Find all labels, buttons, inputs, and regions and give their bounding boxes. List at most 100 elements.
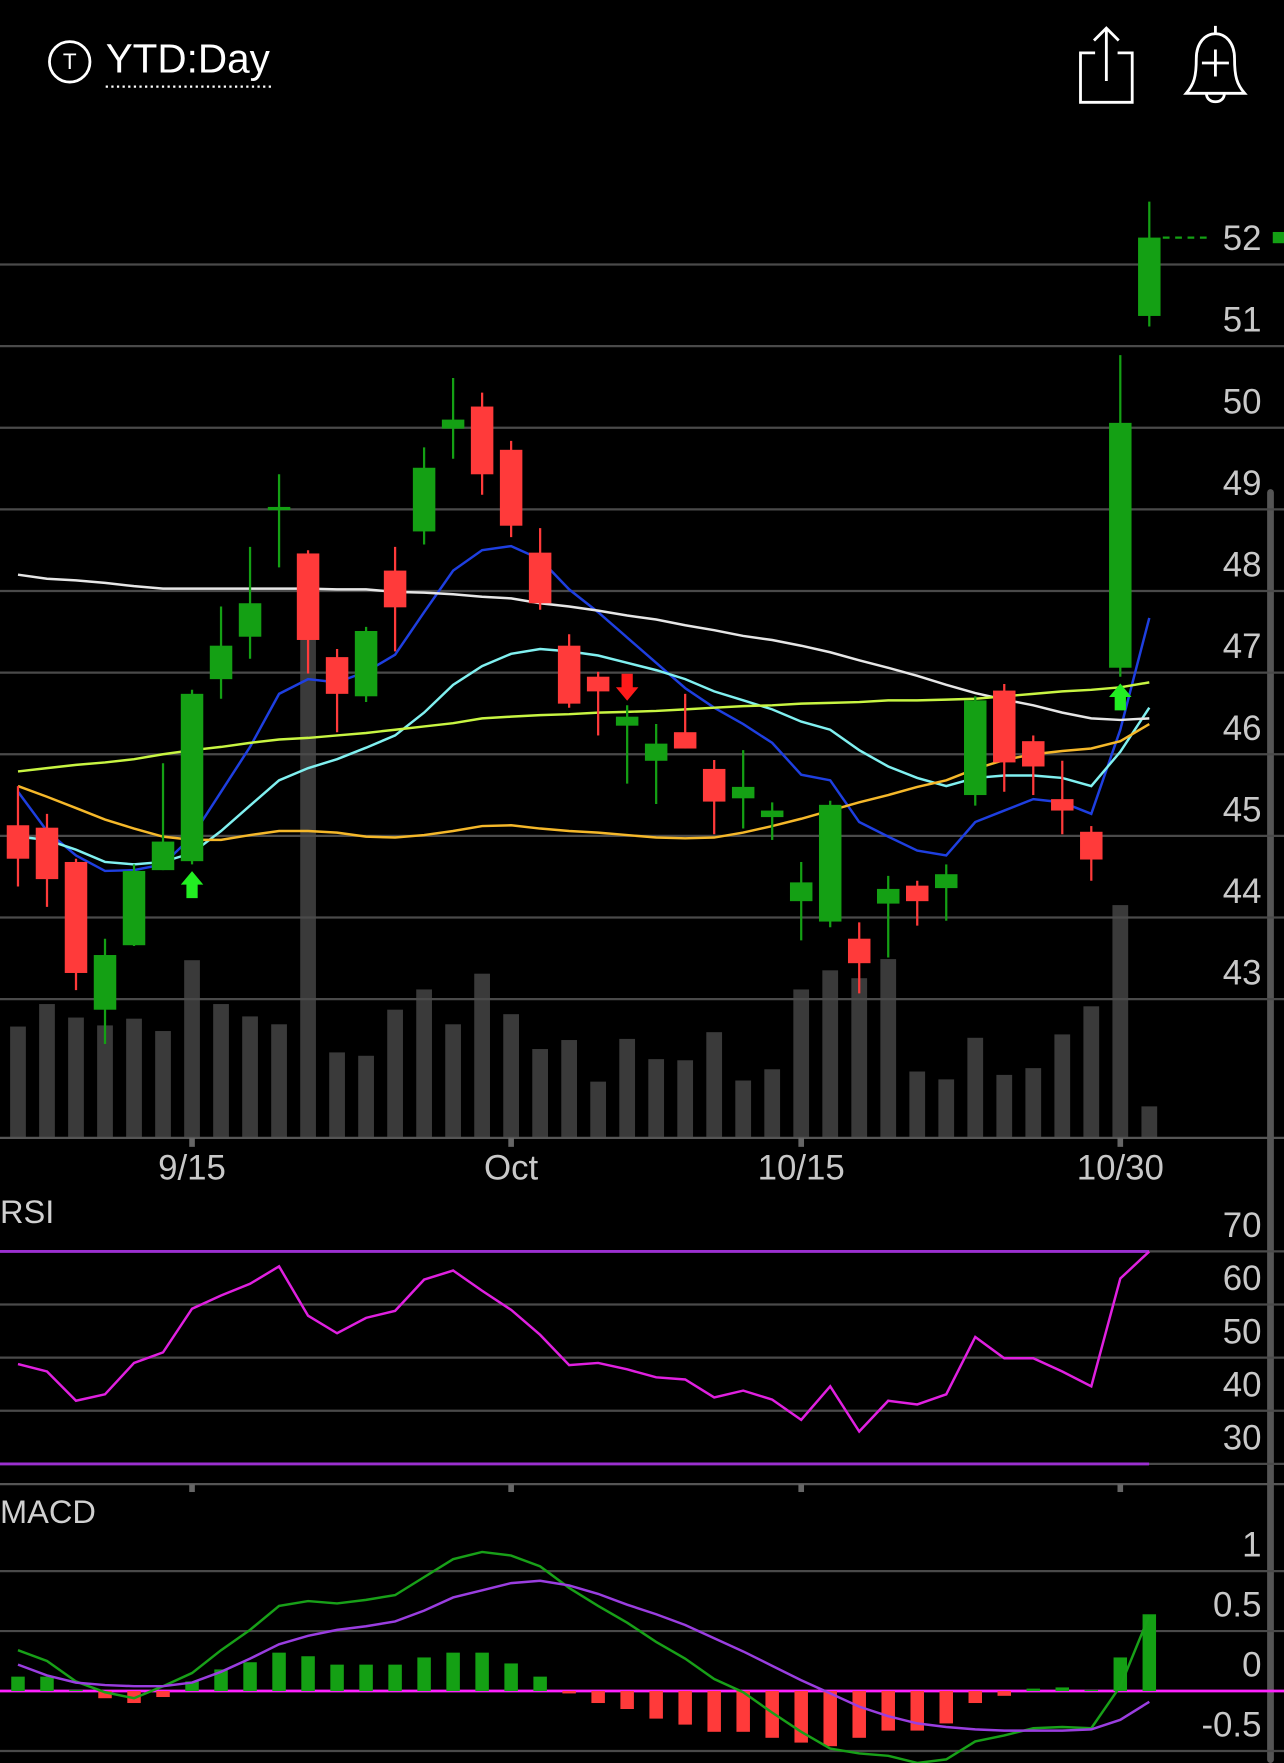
histogram-bar — [446, 1652, 460, 1692]
candle-body — [760, 810, 784, 818]
y-tick-label: 30 — [1223, 1419, 1262, 1458]
candle-body — [615, 716, 639, 726]
volume-bar — [764, 1069, 781, 1138]
volume-bar — [445, 1024, 461, 1138]
candle-body — [180, 693, 204, 862]
y-tick-label: 48 — [1223, 546, 1262, 585]
histogram-bar — [852, 1691, 866, 1738]
candle-body — [731, 786, 755, 799]
volume-bar — [793, 989, 810, 1138]
bell-plus — [1201, 25, 1229, 104]
histogram-bar — [678, 1691, 692, 1725]
moving-average — [17, 681, 1150, 773]
share-box — [1079, 51, 1134, 104]
candle-body — [325, 657, 349, 694]
y-tick-label: 43 — [1223, 954, 1262, 993]
histogram-bar — [272, 1652, 286, 1692]
histogram-bar — [562, 1691, 576, 1694]
macd-line — [17, 1579, 1150, 1732]
moving-average — [17, 723, 1150, 842]
bell — [1183, 32, 1248, 95]
share-arrow — [1092, 26, 1120, 81]
histogram-bar — [939, 1691, 953, 1724]
y-tick-label: 1 — [1242, 1526, 1261, 1565]
candle-body — [64, 861, 88, 973]
moving-average — [17, 573, 1150, 722]
histogram-bar — [765, 1691, 779, 1738]
volume-bar — [909, 1071, 926, 1138]
volume-bar — [706, 1032, 723, 1138]
volume-bar — [619, 1038, 636, 1138]
histogram-bar — [1084, 1689, 1099, 1692]
y-tick-label: 46 — [1223, 709, 1262, 748]
histogram-bar — [649, 1691, 663, 1719]
candle-body — [93, 955, 117, 1010]
y-tick-label: 50 — [1223, 382, 1262, 421]
candle-body — [993, 690, 1016, 763]
last-price-tag — [1272, 231, 1284, 244]
volume-bar — [1054, 1034, 1071, 1138]
y-tick-label: 40 — [1223, 1365, 1262, 1404]
y-tick-label: 0.5 — [1213, 1586, 1261, 1625]
candle-body — [151, 841, 175, 871]
candle-body — [557, 645, 581, 704]
y-tick-label: 45 — [1223, 790, 1262, 829]
panel-title: MACD — [0, 1493, 96, 1530]
volume-bar — [735, 1080, 752, 1138]
candle-body — [673, 732, 697, 749]
candle-body — [412, 467, 436, 532]
candle-body — [1022, 741, 1045, 767]
symbol-letter: T — [63, 49, 77, 74]
y-tick-label: 60 — [1223, 1259, 1262, 1298]
share-button[interactable] — [1079, 26, 1134, 104]
alert-button[interactable] — [1183, 25, 1248, 104]
candle-body — [383, 570, 407, 608]
candle-body — [1138, 237, 1161, 316]
volume-bar — [10, 1026, 26, 1138]
histogram-bar — [881, 1691, 895, 1731]
histogram-bar — [214, 1669, 228, 1692]
histogram-bar — [910, 1691, 924, 1731]
signal-arrow — [180, 871, 204, 899]
histogram-bar — [968, 1691, 983, 1704]
histogram-bar — [243, 1662, 257, 1692]
histogram-bar — [40, 1676, 54, 1692]
macd-line — [17, 1550, 1151, 1763]
y-tick-label: 51 — [1223, 301, 1262, 340]
volume-bar — [213, 1004, 229, 1138]
candle-body — [644, 743, 668, 761]
y-tick-label: 50 — [1223, 1312, 1262, 1351]
y-tick-label: 47 — [1223, 627, 1262, 666]
histogram-bar — [591, 1691, 605, 1704]
candle-body — [1080, 831, 1103, 860]
volume-bar — [822, 970, 839, 1138]
volume-bar — [967, 1037, 984, 1138]
volume-bar — [300, 635, 316, 1138]
candle-body — [35, 827, 59, 880]
volume-bar — [996, 1074, 1013, 1138]
y-tick-label: 52 — [1223, 219, 1262, 258]
candle-body — [1051, 799, 1074, 811]
volume-bar — [677, 1060, 694, 1138]
candle-body — [441, 419, 465, 429]
x-tick-label: 9/15 — [158, 1149, 226, 1188]
candle-body — [354, 630, 378, 697]
timeframe-selector[interactable]: YTD:Day — [105, 36, 275, 88]
timeframe-label: YTD:Day — [106, 36, 271, 82]
volume-bar — [561, 1040, 578, 1138]
volume-bar — [938, 1079, 955, 1138]
candle-body — [6, 825, 30, 859]
volume-bar — [387, 1009, 403, 1138]
moving-average — [17, 647, 1151, 866]
volume-bar — [1083, 1006, 1100, 1138]
moving-average — [16, 544, 1151, 873]
x-tick-label: Oct — [484, 1149, 539, 1188]
volume-bar — [97, 1025, 113, 1138]
symbol-icon — [48, 40, 92, 84]
volume-bar — [1141, 1106, 1158, 1138]
rsi-line — [17, 1250, 1151, 1434]
symbol-button[interactable]: T — [48, 40, 92, 84]
scrollbar — [1267, 489, 1274, 1763]
